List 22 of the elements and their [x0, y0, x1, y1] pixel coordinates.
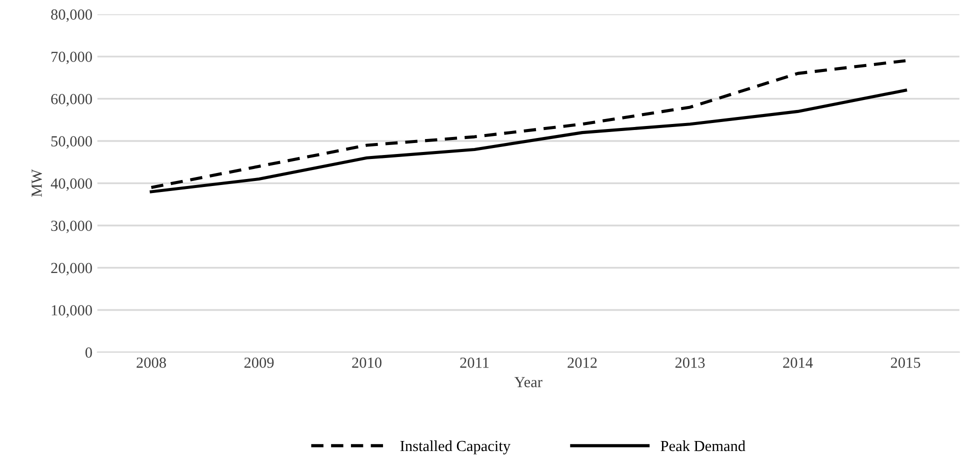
- x-tick-label: 2009: [244, 358, 274, 368]
- x-tick-label: 2011: [460, 358, 489, 368]
- x-tick-label: 2014: [783, 358, 813, 368]
- x-tick-label: 2012: [568, 358, 597, 368]
- y-tick-label: 20,000: [51, 262, 92, 276]
- x-tick-label: 2013: [675, 358, 705, 368]
- y-tick-label: 40,000: [50, 178, 92, 191]
- y-tick-label: 30,000: [51, 220, 92, 234]
- y-tick-label: 80,000: [51, 9, 92, 22]
- x-tick-label: 2015: [890, 358, 920, 368]
- y-tick-label: 60,000: [51, 94, 92, 106]
- y-tick-label: 0: [85, 347, 92, 358]
- x-axis-title: Year: [514, 377, 542, 388]
- y-tick-label: 50,000: [51, 136, 92, 149]
- legend-label: Peak Demand: [660, 440, 746, 452]
- legend-label: Installed Capacity: [400, 440, 511, 454]
- line-series: [150, 59, 908, 190]
- x-tick-label: 2010: [352, 358, 382, 368]
- x-tick-label: 2008: [136, 358, 166, 368]
- y-tick-label: 10,000: [52, 305, 92, 318]
- y-axis-title: MW: [32, 169, 42, 197]
- y-tick-label: 70,000: [52, 52, 92, 64]
